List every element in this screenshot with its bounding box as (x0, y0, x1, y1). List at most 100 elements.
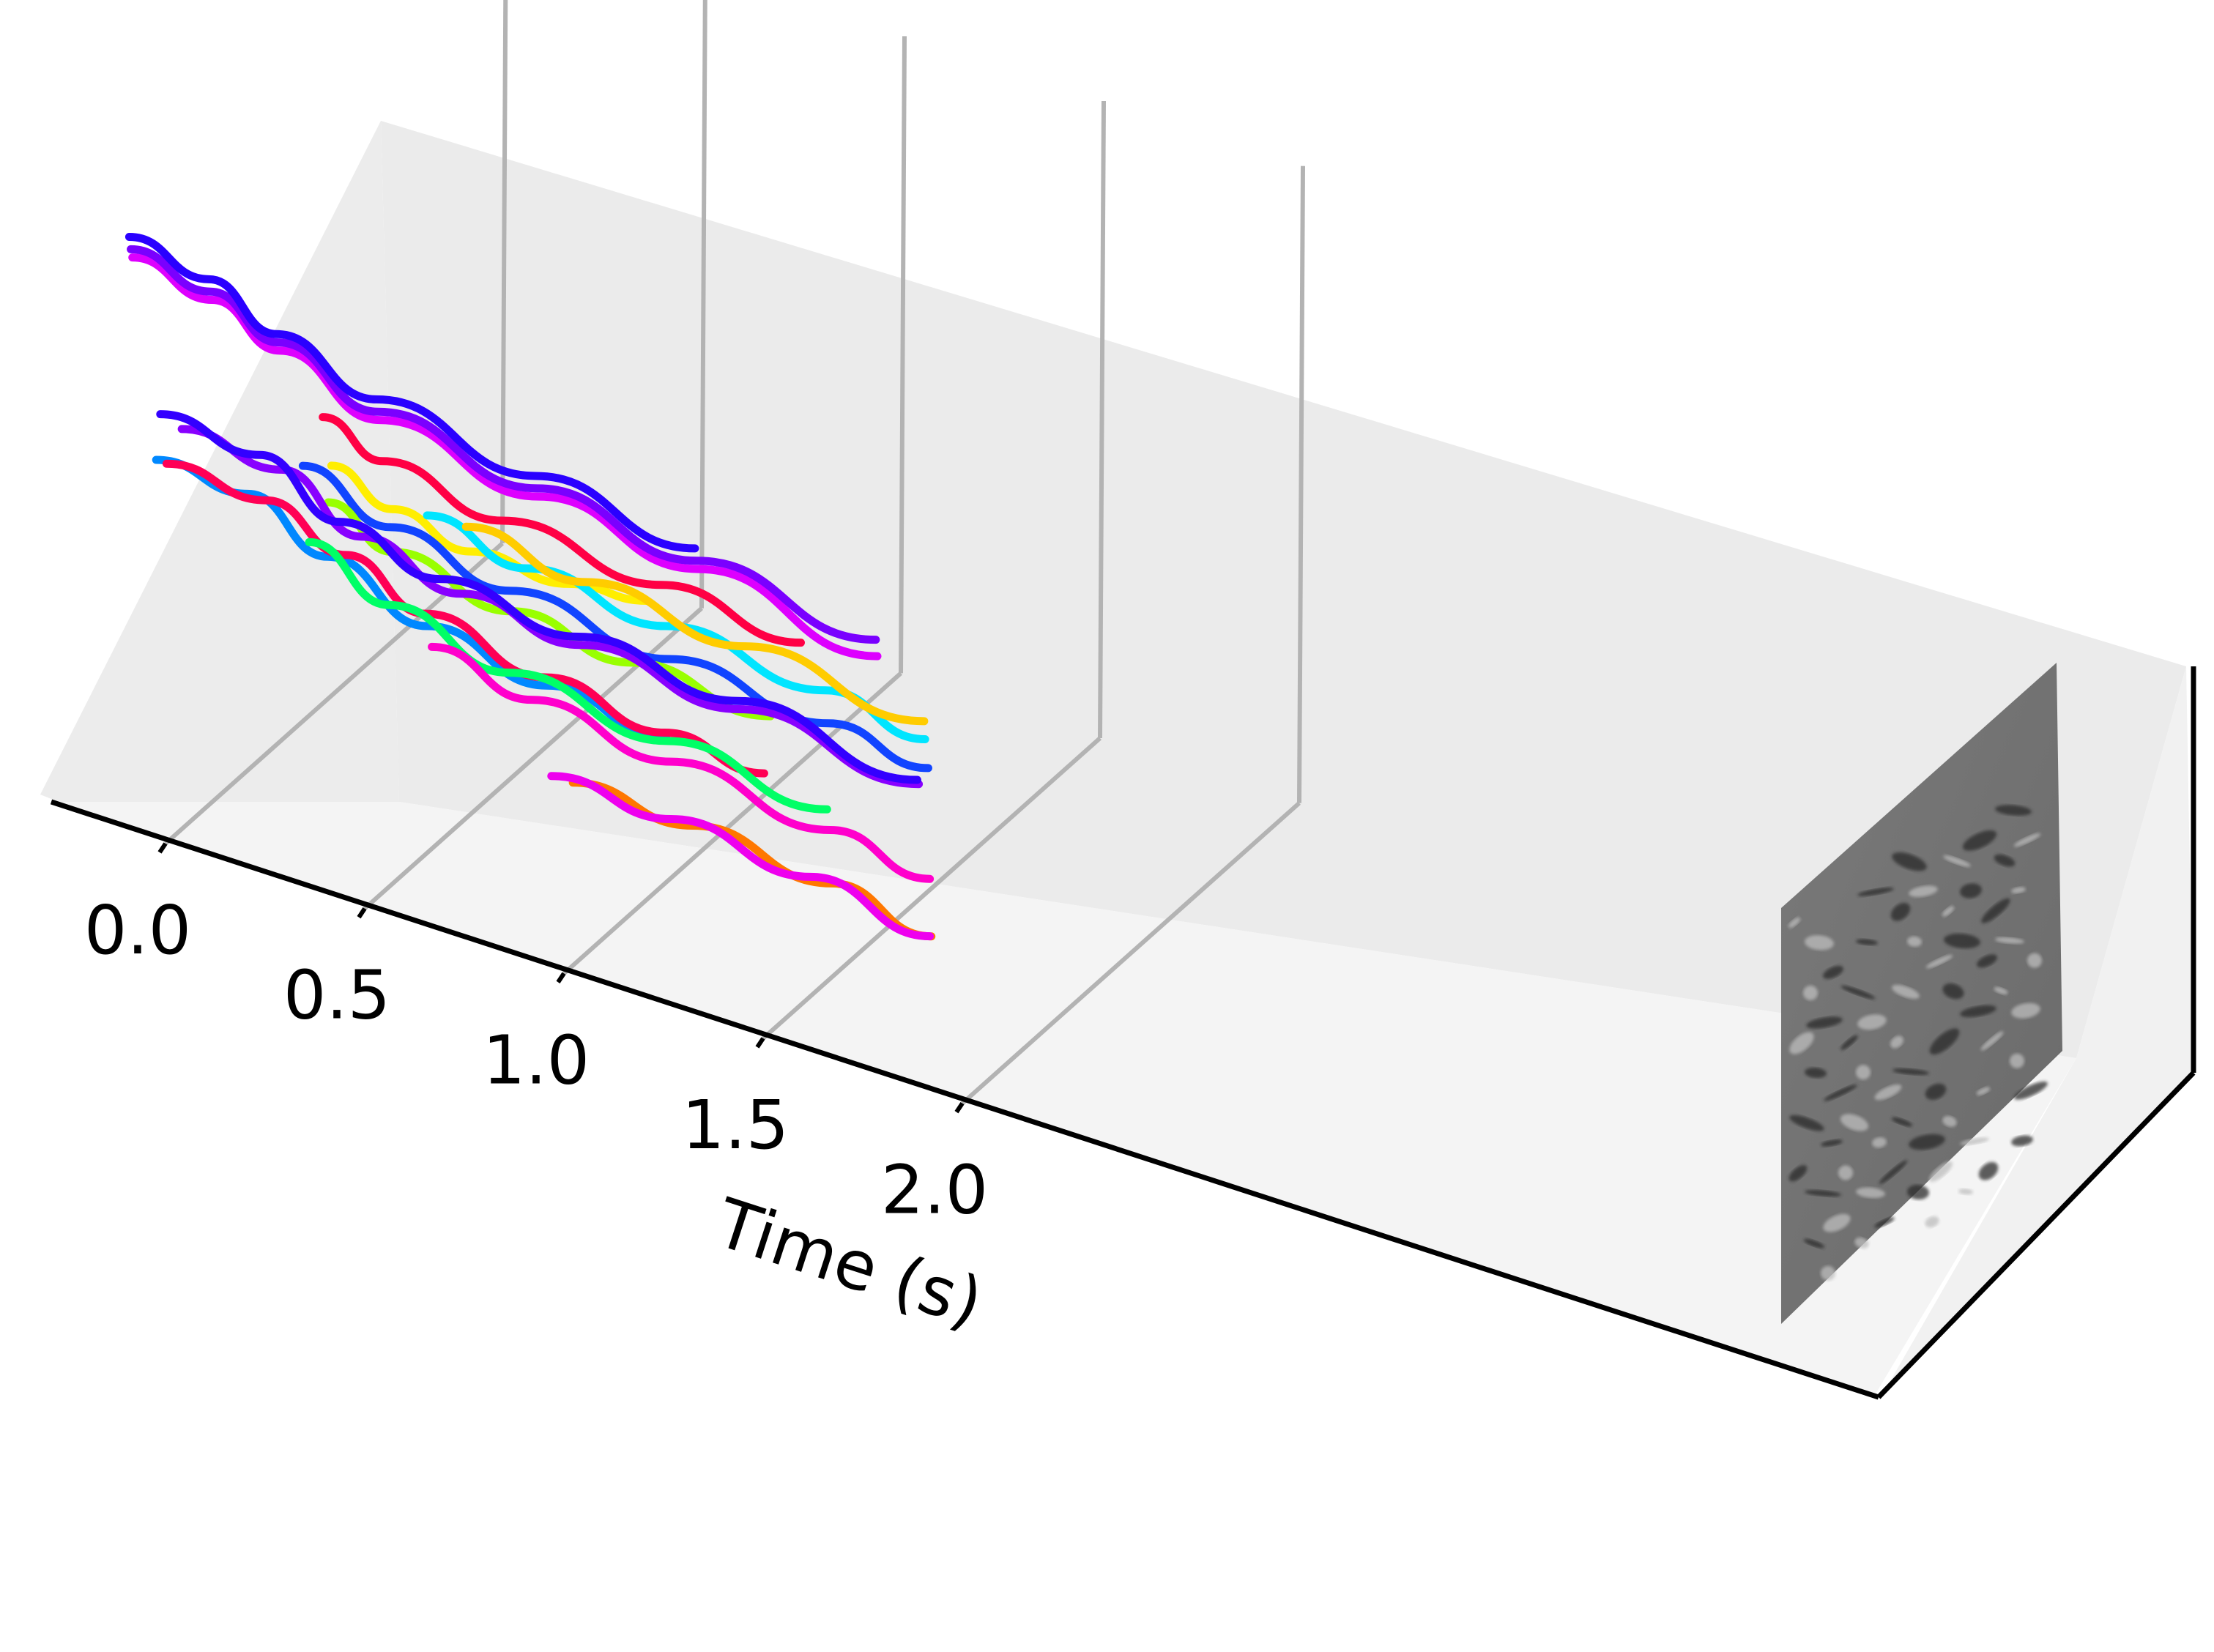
x-tick-label: 1.0 (483, 1021, 590, 1099)
x-tick-label: 0.0 (84, 891, 191, 970)
frame-texture (1879, 1160, 1908, 1185)
frame-texture (1823, 1213, 1851, 1232)
vertical-gridline (899, 36, 907, 674)
frame-texture (2011, 887, 2026, 894)
back-panes (40, 121, 2193, 1395)
frame-texture (1821, 1265, 1835, 1281)
frame-texture (1892, 1068, 1929, 1076)
frame-texture (1805, 935, 1834, 950)
frame-texture (1907, 936, 1922, 947)
frame-texture (2011, 1002, 2040, 1019)
trajectory-line (162, 459, 768, 778)
frame-texture (1909, 1134, 1945, 1150)
frame-texture (1962, 830, 1997, 851)
trajectory-line (319, 413, 805, 647)
frame-texture (1789, 1032, 1814, 1054)
frame-texture (1872, 1137, 1887, 1148)
frame-texture (1840, 1114, 1869, 1131)
frame-texture (1929, 1028, 1960, 1055)
frame-texture (1874, 1217, 1895, 1228)
x-tick-label: 2.0 (881, 1151, 988, 1229)
frame-texture (1892, 984, 1920, 999)
frame-texture (1925, 954, 1953, 969)
trajectory-line (324, 498, 775, 721)
frame-texture (1960, 1005, 1996, 1018)
frame-texture (1907, 1185, 1929, 1200)
frame-texture (1805, 1067, 1827, 1079)
frame-texture (1994, 854, 2016, 867)
trajectory-line (327, 461, 652, 605)
frame-texture (1981, 898, 2010, 923)
frame-texture (1977, 954, 1997, 968)
frame-texture (1856, 1065, 1871, 1080)
x-tick (357, 907, 367, 919)
frame-texture (1840, 985, 1876, 1000)
frame-texture (1890, 902, 1911, 921)
frame-texture (1960, 883, 1982, 898)
x-tick (556, 972, 566, 984)
frame-texture (1806, 1016, 1843, 1029)
floor-gridline (762, 736, 1102, 1041)
x-tick (157, 842, 168, 854)
event-frame (1781, 663, 2062, 1324)
back-pane (381, 121, 2186, 1058)
frame-texture (1821, 1139, 1843, 1147)
frame-texture (1838, 1165, 1853, 1180)
floor-pane (51, 802, 2076, 1395)
vertical-gridline (1297, 165, 1305, 803)
trajectory-line (461, 522, 929, 726)
frame-texture (1789, 1115, 1824, 1131)
frame-texture (2014, 1082, 2048, 1100)
frame-texture (2010, 1053, 2024, 1068)
frame-texture (1925, 1083, 1947, 1100)
frame-texture (1788, 1165, 1808, 1182)
frame-texture (1942, 1115, 1957, 1127)
trajectory-line (547, 772, 935, 941)
vertical-gridline (500, 0, 508, 544)
frame-texture (1890, 1035, 1903, 1049)
depth-axis-line (1876, 1071, 2196, 1399)
x-tick (755, 1037, 765, 1049)
frame-texture (1944, 933, 1980, 949)
frame-texture (1840, 1035, 1858, 1050)
frame-texture (1976, 1087, 1991, 1095)
trajectory-line (298, 461, 932, 773)
frame-texture (1788, 917, 1801, 929)
x-tick-label: 1.5 (682, 1086, 789, 1164)
frame-texture (1857, 1014, 1887, 1030)
trajectory-line (128, 253, 882, 661)
floor-gridline (961, 801, 1301, 1105)
frame-texture (2011, 1135, 2033, 1147)
frame-texture (1980, 1031, 2004, 1051)
vertical-gridline (1098, 100, 1106, 739)
frame-texture (1943, 855, 1971, 867)
event-frame-image (1781, 663, 2062, 1324)
frame-texture (1909, 885, 1938, 897)
trajectory-series (125, 232, 936, 941)
gridlines (164, 0, 1305, 1105)
trajectory-line (125, 232, 699, 553)
frame-texture (1942, 983, 1964, 1000)
vertical-gridline (699, 0, 707, 609)
trajectory-line (428, 642, 935, 883)
time-axis-line (50, 799, 1880, 1400)
frame-texture (1823, 965, 1843, 979)
trajectory-line (156, 410, 921, 784)
frame-texture (1856, 939, 1878, 945)
left-pane (40, 121, 399, 802)
frame-texture (1960, 1137, 1989, 1145)
frame-texture (1857, 888, 1894, 896)
trajectory-line (127, 245, 880, 644)
right-pane (1882, 666, 2193, 1395)
frame-texture (2013, 833, 2041, 847)
frame-texture (1995, 937, 2024, 944)
time-axis-ticks: 0.0 0.5 1.0 1.5 2.0 (84, 842, 988, 1229)
x-tick (954, 1102, 965, 1114)
frame-texture (1942, 906, 1955, 917)
frame-texture (1891, 1117, 1913, 1127)
axes-lines (50, 666, 2196, 1400)
frame-texture (1958, 1188, 1973, 1195)
trajectory-line (568, 778, 936, 941)
frame-texture (1978, 1161, 1999, 1180)
